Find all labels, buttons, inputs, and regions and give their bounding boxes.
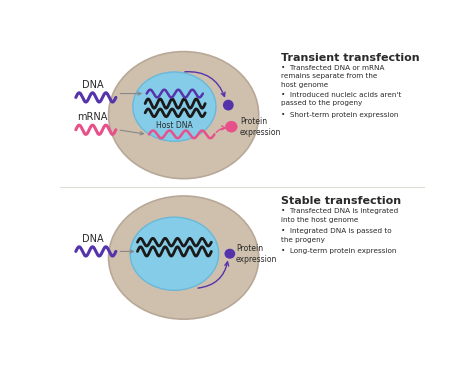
Ellipse shape (225, 121, 237, 132)
FancyArrowPatch shape (185, 72, 225, 96)
Text: •  Transfected DNA is integrated
into the host genome: • Transfected DNA is integrated into the… (282, 208, 399, 223)
Ellipse shape (109, 52, 259, 179)
FancyArrowPatch shape (198, 262, 228, 288)
Ellipse shape (223, 100, 234, 110)
Text: •  Transfected DNA or mRNA
remains separate from the
host genome: • Transfected DNA or mRNA remains separa… (282, 65, 385, 87)
Text: mRNA: mRNA (78, 112, 108, 122)
Text: •  Integrated DNA is passed to
the progeny: • Integrated DNA is passed to the progen… (282, 228, 392, 242)
FancyArrowPatch shape (216, 126, 226, 132)
Text: Host DNA: Host DNA (156, 121, 193, 130)
Text: Protein
expression: Protein expression (240, 117, 281, 137)
Text: Stable transfection: Stable transfection (282, 196, 401, 206)
Text: Transient transfection: Transient transfection (282, 53, 420, 63)
Text: DNA: DNA (82, 80, 104, 90)
Text: Protein
expression: Protein expression (236, 244, 277, 264)
Text: •  Long-term protein expression: • Long-term protein expression (282, 248, 397, 254)
Ellipse shape (130, 217, 219, 290)
Ellipse shape (225, 249, 235, 259)
Text: •  Short-term protein expression: • Short-term protein expression (282, 112, 399, 118)
Ellipse shape (133, 72, 216, 141)
Text: DNA: DNA (82, 234, 104, 244)
Ellipse shape (109, 196, 259, 319)
Text: •  Introduced nucleic acids aren't
passed to the progeny: • Introduced nucleic acids aren't passed… (282, 92, 402, 106)
